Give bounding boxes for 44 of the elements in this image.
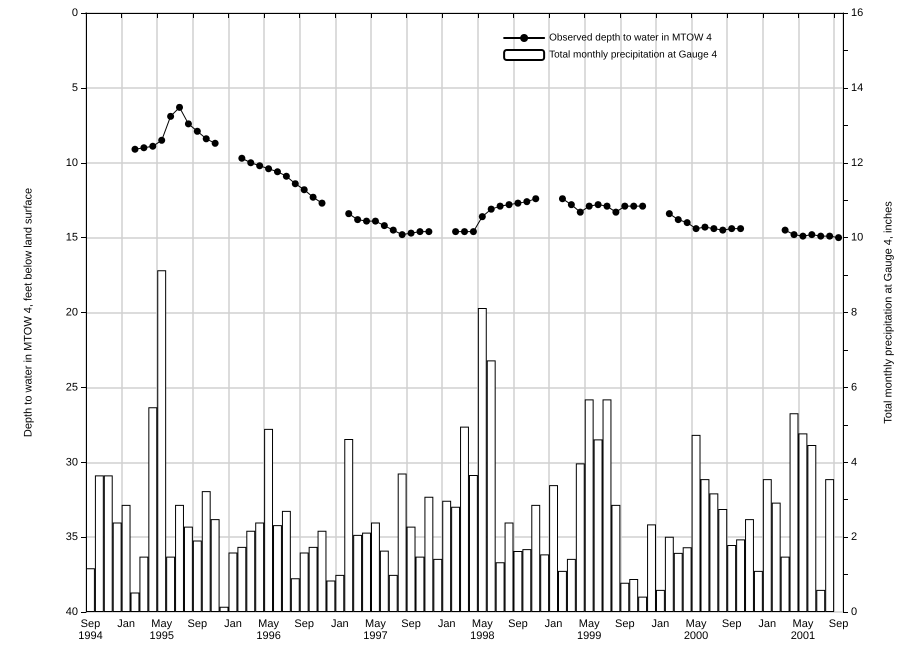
x-tick-label: Sep [828,618,848,630]
x-tick-label: Jan [117,618,135,630]
x-tick-label: Jan [224,618,242,630]
y-tick-label: 0 [72,7,78,19]
legend-label: Observed depth to water in MTOW 4 [549,32,712,44]
y-axis-title: Depth to water in MTOW 4, feet below land surface [22,188,34,438]
x-tick-label: Jan [330,618,349,630]
y-tick-label: 30 [66,456,78,468]
y2-tick-label: 0 [851,606,858,618]
y2-tick-label: 4 [851,456,858,468]
x-tick-label: Sep [294,618,314,630]
y-tick-label: 15 [66,232,78,244]
y-tick-label: 10 [66,156,78,169]
x-tick-label: Jan [438,618,456,630]
x-tick-label: Sep 1994 [78,618,103,642]
y2-tick-label: 16 [851,7,864,19]
x-tick-label: Sep [508,618,528,630]
legend-label: Total monthly precipitation at Gauge 4 [549,50,718,60]
x-tick-label: Jan [758,618,776,630]
x-tick-label: Sep [722,618,742,630]
y-tick-label: 40 [66,606,78,618]
x-tick-label: May 1996 [256,618,281,642]
y2-tick-label: 2 [851,531,858,544]
x-tick-label: Sep [615,618,635,630]
x-tick-label: Sep [401,618,421,630]
y-tick-label: 20 [66,306,78,318]
x-tick-label: May 1998 [470,618,495,642]
x-tick-label: May 2000 [684,618,708,642]
y-tick-label: 5 [72,82,78,94]
x-tick-label: Sep [188,618,208,630]
x-tick-label: May 2001 [790,618,816,642]
x-tick-label: May 1997 [363,618,388,642]
y-tick-label: 35 [66,531,78,544]
y2-axis-title: Total monthly precipitation at Gauge 4, inches [882,200,894,424]
y2-tick-label: 8 [851,306,858,318]
y-tick-label: 25 [66,381,78,394]
x-tick-label: May 1995 [149,618,174,642]
y2-tick-label: 12 [851,156,864,169]
x-tick-label: Jan [652,618,670,630]
y2-tick-label: 14 [851,82,864,94]
y2-tick-label: 10 [851,232,864,244]
y2-tick-label: 6 [851,381,858,394]
x-tick-label: Jan [544,618,562,630]
x-tick-label: May 1999 [576,618,602,642]
